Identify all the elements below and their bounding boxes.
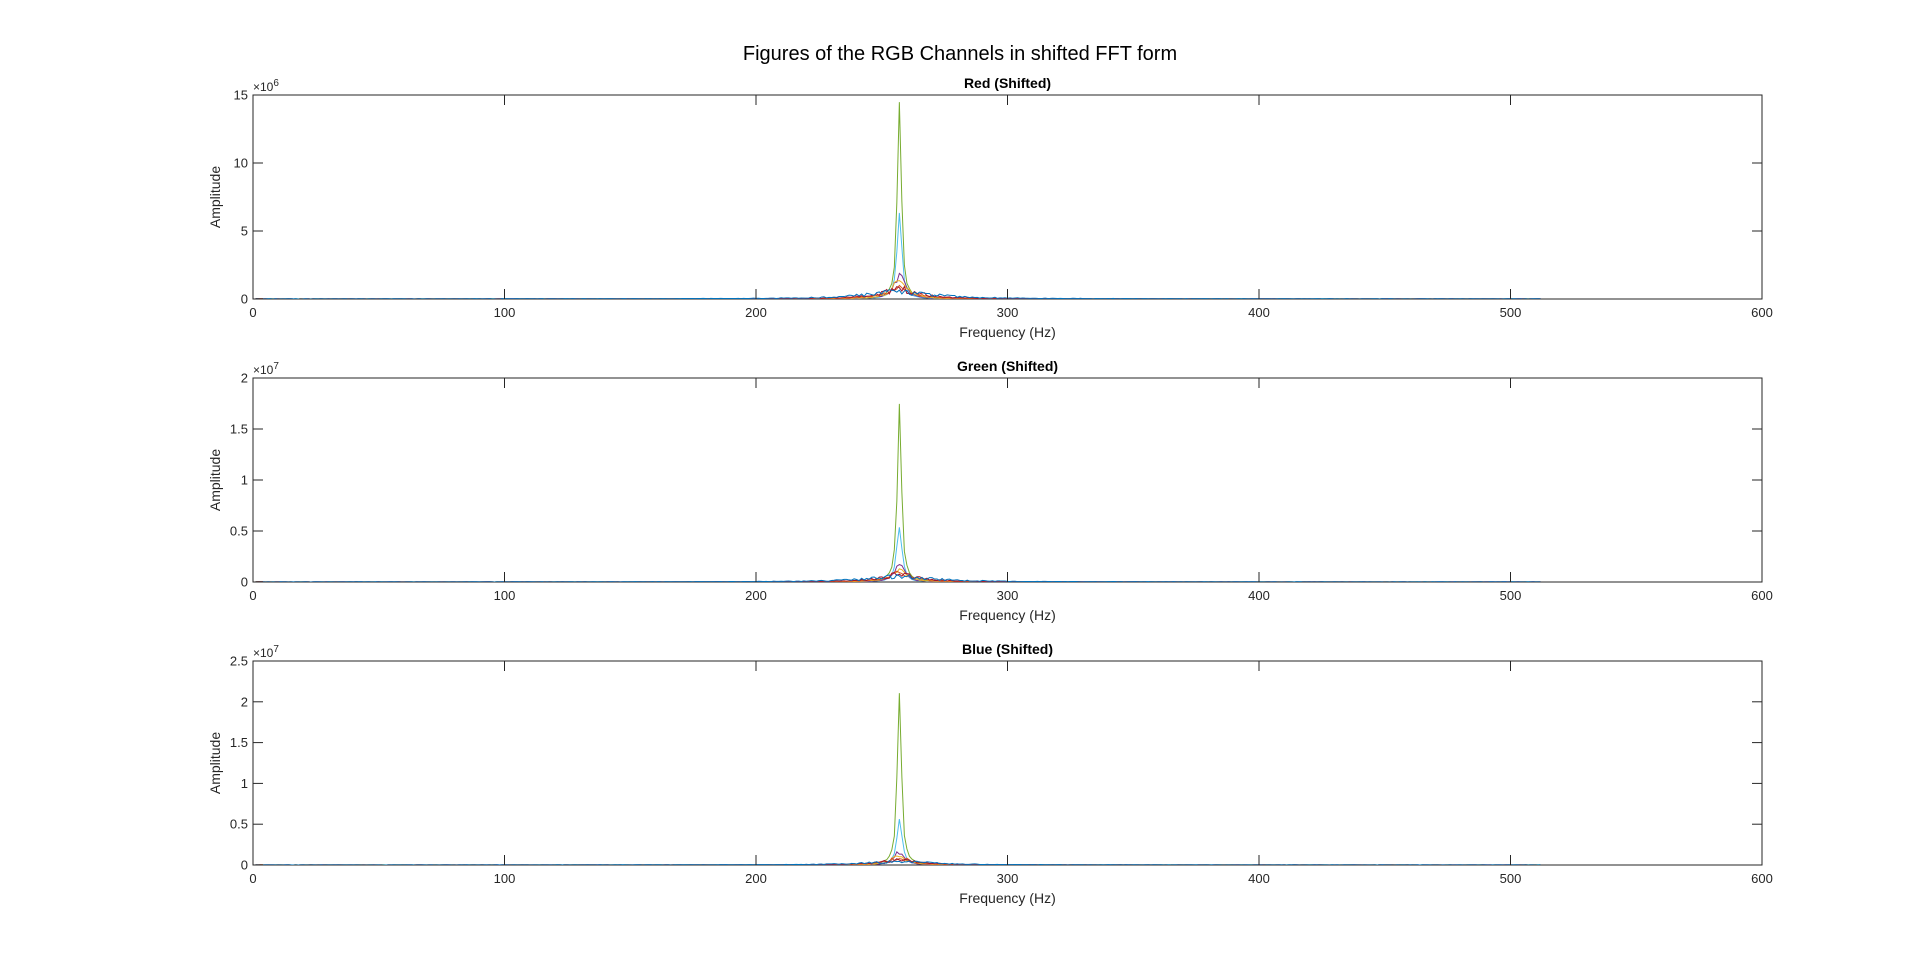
x-tick-label: 500	[1500, 305, 1522, 320]
y-exponent-label: ×107	[253, 644, 279, 660]
x-tick-label: 500	[1500, 871, 1522, 886]
x-tick-label: 200	[745, 588, 767, 603]
x-tick-label: 100	[494, 871, 516, 886]
series-line-7	[255, 289, 1541, 299]
y-tick-label: 1.5	[230, 422, 248, 437]
y-exponent-label: ×107	[253, 361, 279, 377]
series-line-7	[255, 573, 1541, 582]
y-axis-label: Amplitude	[207, 166, 223, 228]
x-tick-label: 100	[494, 588, 516, 603]
x-tick-label: 300	[997, 588, 1019, 603]
x-tick-label: 300	[997, 305, 1019, 320]
x-axis-label: Frequency (Hz)	[959, 890, 1055, 906]
x-tick-label: 600	[1751, 588, 1773, 603]
x-tick-label: 600	[1751, 305, 1773, 320]
x-tick-label: 0	[249, 588, 256, 603]
axes-box	[252, 660, 1763, 866]
subplot-1: 0 100 200 300 400 500 600 0 5 10 15 ×106 Red (Shifte…	[207, 75, 1773, 340]
x-tick-label: 300	[997, 871, 1019, 886]
subplot-3: 0 100 200 300 400 500 600 0 0.5 1 1.5 2 2.5 ×107 Blue …	[207, 641, 1773, 906]
y-axis-label: Amplitude	[207, 449, 223, 511]
x-tick-label: 600	[1751, 871, 1773, 886]
x-tick-label: 200	[745, 871, 767, 886]
trace-group	[255, 102, 1541, 299]
x-tick-label: 400	[1248, 305, 1270, 320]
y-tick-label: 0	[241, 858, 248, 873]
x-tick-label: 400	[1248, 588, 1270, 603]
x-tick-label: 200	[745, 305, 767, 320]
x-tick-label: 0	[249, 305, 256, 320]
subplot-title: Blue (Shifted)	[962, 641, 1053, 657]
y-tick-label: 1	[241, 473, 248, 488]
subplot-2: 0 100 200 300 400 500 600 0 0.5 1 1.5 2 ×107 Green (S…	[207, 358, 1773, 623]
y-tick-label: 0	[241, 575, 248, 590]
x-tick-label: 100	[494, 305, 516, 320]
y-tick-label: 2	[241, 694, 248, 709]
trace-group	[255, 693, 1541, 865]
y-tick-label: 0.5	[230, 817, 248, 832]
y-tick-label: 10	[234, 156, 248, 171]
y-tick-label: 15	[234, 88, 248, 103]
figure-title: Figures of the RGB Channels in shifted F…	[743, 43, 1177, 65]
axes-box	[252, 377, 1763, 583]
trace-group	[255, 403, 1541, 582]
x-axis-label: Frequency (Hz)	[959, 607, 1055, 623]
subplot-title: Green (Shifted)	[957, 358, 1058, 374]
series-line-7	[255, 859, 1541, 865]
axes-box	[252, 94, 1763, 300]
x-tick-label: 500	[1500, 588, 1522, 603]
x-tick-label: 400	[1248, 871, 1270, 886]
y-exponent-label: ×106	[253, 78, 279, 94]
y-tick-label: 0.5	[230, 524, 248, 539]
y-tick-label: 1	[241, 776, 248, 791]
y-tick-label: 1.5	[230, 735, 248, 750]
subplot-title: Red (Shifted)	[964, 75, 1051, 91]
y-tick-label: 2.5	[230, 654, 248, 669]
x-axis-label: Frequency (Hz)	[959, 324, 1055, 340]
y-axis-label: Amplitude	[207, 732, 223, 794]
y-tick-label: 2	[241, 371, 248, 386]
y-tick-label: 5	[241, 224, 248, 239]
x-tick-label: 0	[249, 871, 256, 886]
y-tick-label: 0	[241, 292, 248, 307]
